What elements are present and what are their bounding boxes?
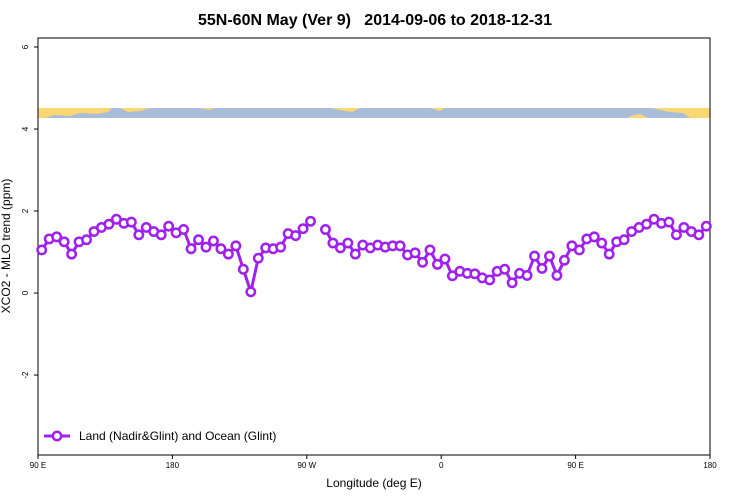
x-tick-label: 90 W bbox=[297, 461, 316, 470]
data-point bbox=[208, 235, 219, 247]
data-point bbox=[58, 236, 70, 248]
y-tick-label: 0 bbox=[21, 290, 30, 295]
land-ocean-strip bbox=[38, 108, 710, 118]
y-axis-label: XCO2 - MLO trend (ppm) bbox=[0, 179, 13, 314]
chart-title: 55N-60N May (Ver 9) 2014-09-06 to 2018-1… bbox=[198, 12, 552, 29]
data-point bbox=[290, 230, 302, 242]
x-tick-label: 180 bbox=[703, 461, 717, 470]
data-point bbox=[551, 269, 563, 281]
data-point bbox=[133, 229, 145, 241]
x-tick-label: 90 E bbox=[567, 461, 583, 470]
data-point bbox=[446, 270, 458, 282]
data-point bbox=[424, 244, 436, 256]
data-point bbox=[320, 224, 331, 235]
data-point bbox=[125, 216, 137, 228]
data-point bbox=[596, 237, 608, 249]
data-point bbox=[275, 241, 287, 253]
data-point bbox=[36, 244, 48, 256]
data-point bbox=[700, 220, 712, 232]
data-point bbox=[237, 263, 249, 275]
data-point bbox=[230, 240, 242, 252]
data-point bbox=[245, 286, 257, 298]
data-point bbox=[81, 234, 92, 246]
data-point bbox=[417, 256, 428, 268]
data-point bbox=[394, 240, 406, 252]
data-point bbox=[155, 229, 167, 241]
y-tick-label: -2 bbox=[21, 371, 30, 379]
data-point bbox=[305, 215, 316, 227]
data-point bbox=[529, 250, 540, 262]
data-point bbox=[215, 243, 227, 255]
data-point bbox=[484, 274, 496, 286]
data-point bbox=[506, 277, 518, 289]
data-point bbox=[536, 262, 548, 274]
data-point bbox=[409, 247, 421, 259]
data-point bbox=[499, 263, 511, 275]
data-point bbox=[193, 234, 204, 246]
data-point bbox=[558, 254, 570, 266]
data-point bbox=[342, 237, 354, 249]
data-point bbox=[297, 223, 309, 235]
x-tick-label: 180 bbox=[166, 461, 180, 470]
data-point bbox=[222, 248, 234, 260]
data-point bbox=[178, 224, 190, 235]
x-axis-label: Longitude (deg E) bbox=[326, 476, 421, 490]
data-point bbox=[521, 269, 533, 281]
data-point bbox=[349, 248, 361, 260]
x-tick-label: 90 E bbox=[30, 461, 46, 470]
data-point bbox=[334, 242, 346, 254]
data-point bbox=[603, 248, 615, 260]
data-point bbox=[693, 229, 705, 241]
data-point bbox=[618, 234, 630, 246]
data-point bbox=[663, 216, 675, 228]
x-tick-label: 0 bbox=[439, 461, 444, 470]
data-point bbox=[439, 253, 451, 265]
y-tick-label: 2 bbox=[21, 208, 30, 213]
data-point bbox=[185, 243, 197, 255]
data-point bbox=[327, 237, 339, 249]
data-point bbox=[163, 220, 175, 232]
data-point bbox=[432, 258, 443, 270]
data-point bbox=[641, 218, 652, 230]
data-point bbox=[544, 250, 555, 262]
data-point bbox=[252, 252, 264, 264]
data-point bbox=[103, 218, 115, 230]
y-tick-label: 4 bbox=[21, 126, 30, 131]
data-point bbox=[588, 231, 600, 243]
data-point bbox=[670, 229, 682, 241]
legend-marker bbox=[51, 430, 63, 442]
data-point bbox=[66, 248, 78, 260]
legend-label: Land (Nadir&Glint) and Ocean (Glint) bbox=[79, 429, 276, 443]
data-point bbox=[573, 244, 585, 256]
data-point bbox=[51, 231, 63, 243]
y-tick-label: 6 bbox=[21, 44, 30, 49]
data-point bbox=[200, 241, 212, 253]
